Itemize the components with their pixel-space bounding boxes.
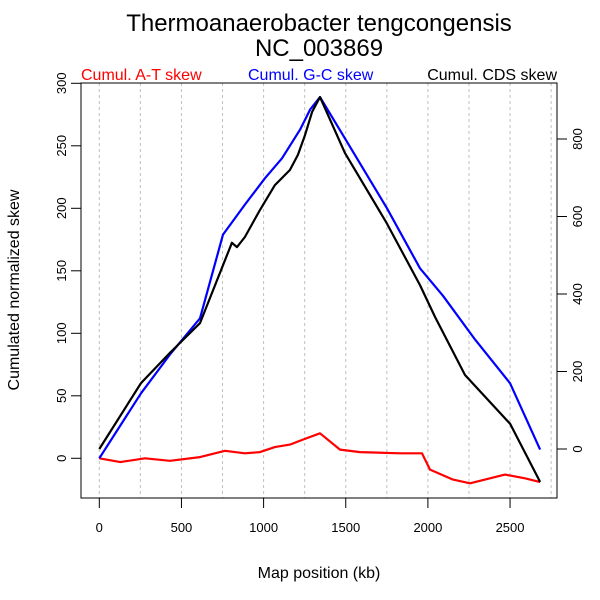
y-tick-label-left: 0 — [54, 455, 69, 462]
y-axis-label: Cumulated normalized skew — [6, 189, 23, 390]
x-tick-label: 1000 — [249, 520, 278, 535]
y-tick-label-left: 200 — [54, 197, 69, 219]
y-tick-label-right: 800 — [570, 128, 585, 150]
grid-lines — [98, 83, 552, 498]
x-tick-label: 2000 — [413, 520, 442, 535]
y-tick-label-right: 600 — [570, 206, 585, 228]
x-tick-label: 2500 — [496, 520, 525, 535]
x-tick-label: 1500 — [331, 520, 360, 535]
at-skew-line — [99, 432, 541, 485]
y-tick-label-right: 400 — [570, 283, 585, 305]
series-group — [98, 95, 542, 485]
y-tick-label-right: 200 — [570, 361, 585, 383]
y-tick-label-left: 100 — [54, 322, 69, 344]
y-tick-label-left: 250 — [54, 135, 69, 157]
y-tick-label-left: 300 — [54, 72, 69, 94]
chart-subtitle: NC_003869 — [255, 35, 383, 62]
x-tick-label: 0 — [96, 520, 103, 535]
cds-skew-line — [98, 95, 542, 483]
y-tick-label-right: 0 — [570, 445, 585, 452]
plot-box — [80, 82, 558, 499]
chart-title: Thermoanaerobacter tengcongensis — [126, 10, 512, 37]
legend-cds-skew: Cumul. CDS skew — [427, 67, 557, 84]
legend-at-skew: Cumul. A-T skew — [81, 67, 202, 84]
y-tick-label-left: 50 — [54, 389, 69, 403]
x-tick-label: 500 — [171, 520, 193, 535]
legend-gc-skew: Cumul. G-C skew — [248, 67, 374, 84]
y-axis-left: 0 50 100 150 200 250 300 — [54, 72, 81, 462]
x-axis: 0 500 1000 1500 2000 2500 — [96, 498, 525, 535]
y-axis-right: 0 200 400 600 800 — [557, 128, 585, 453]
y-tick-label-left: 150 — [54, 260, 69, 282]
gc-skew-line — [98, 95, 542, 459]
x-axis-label: Map position (kb) — [258, 565, 381, 582]
